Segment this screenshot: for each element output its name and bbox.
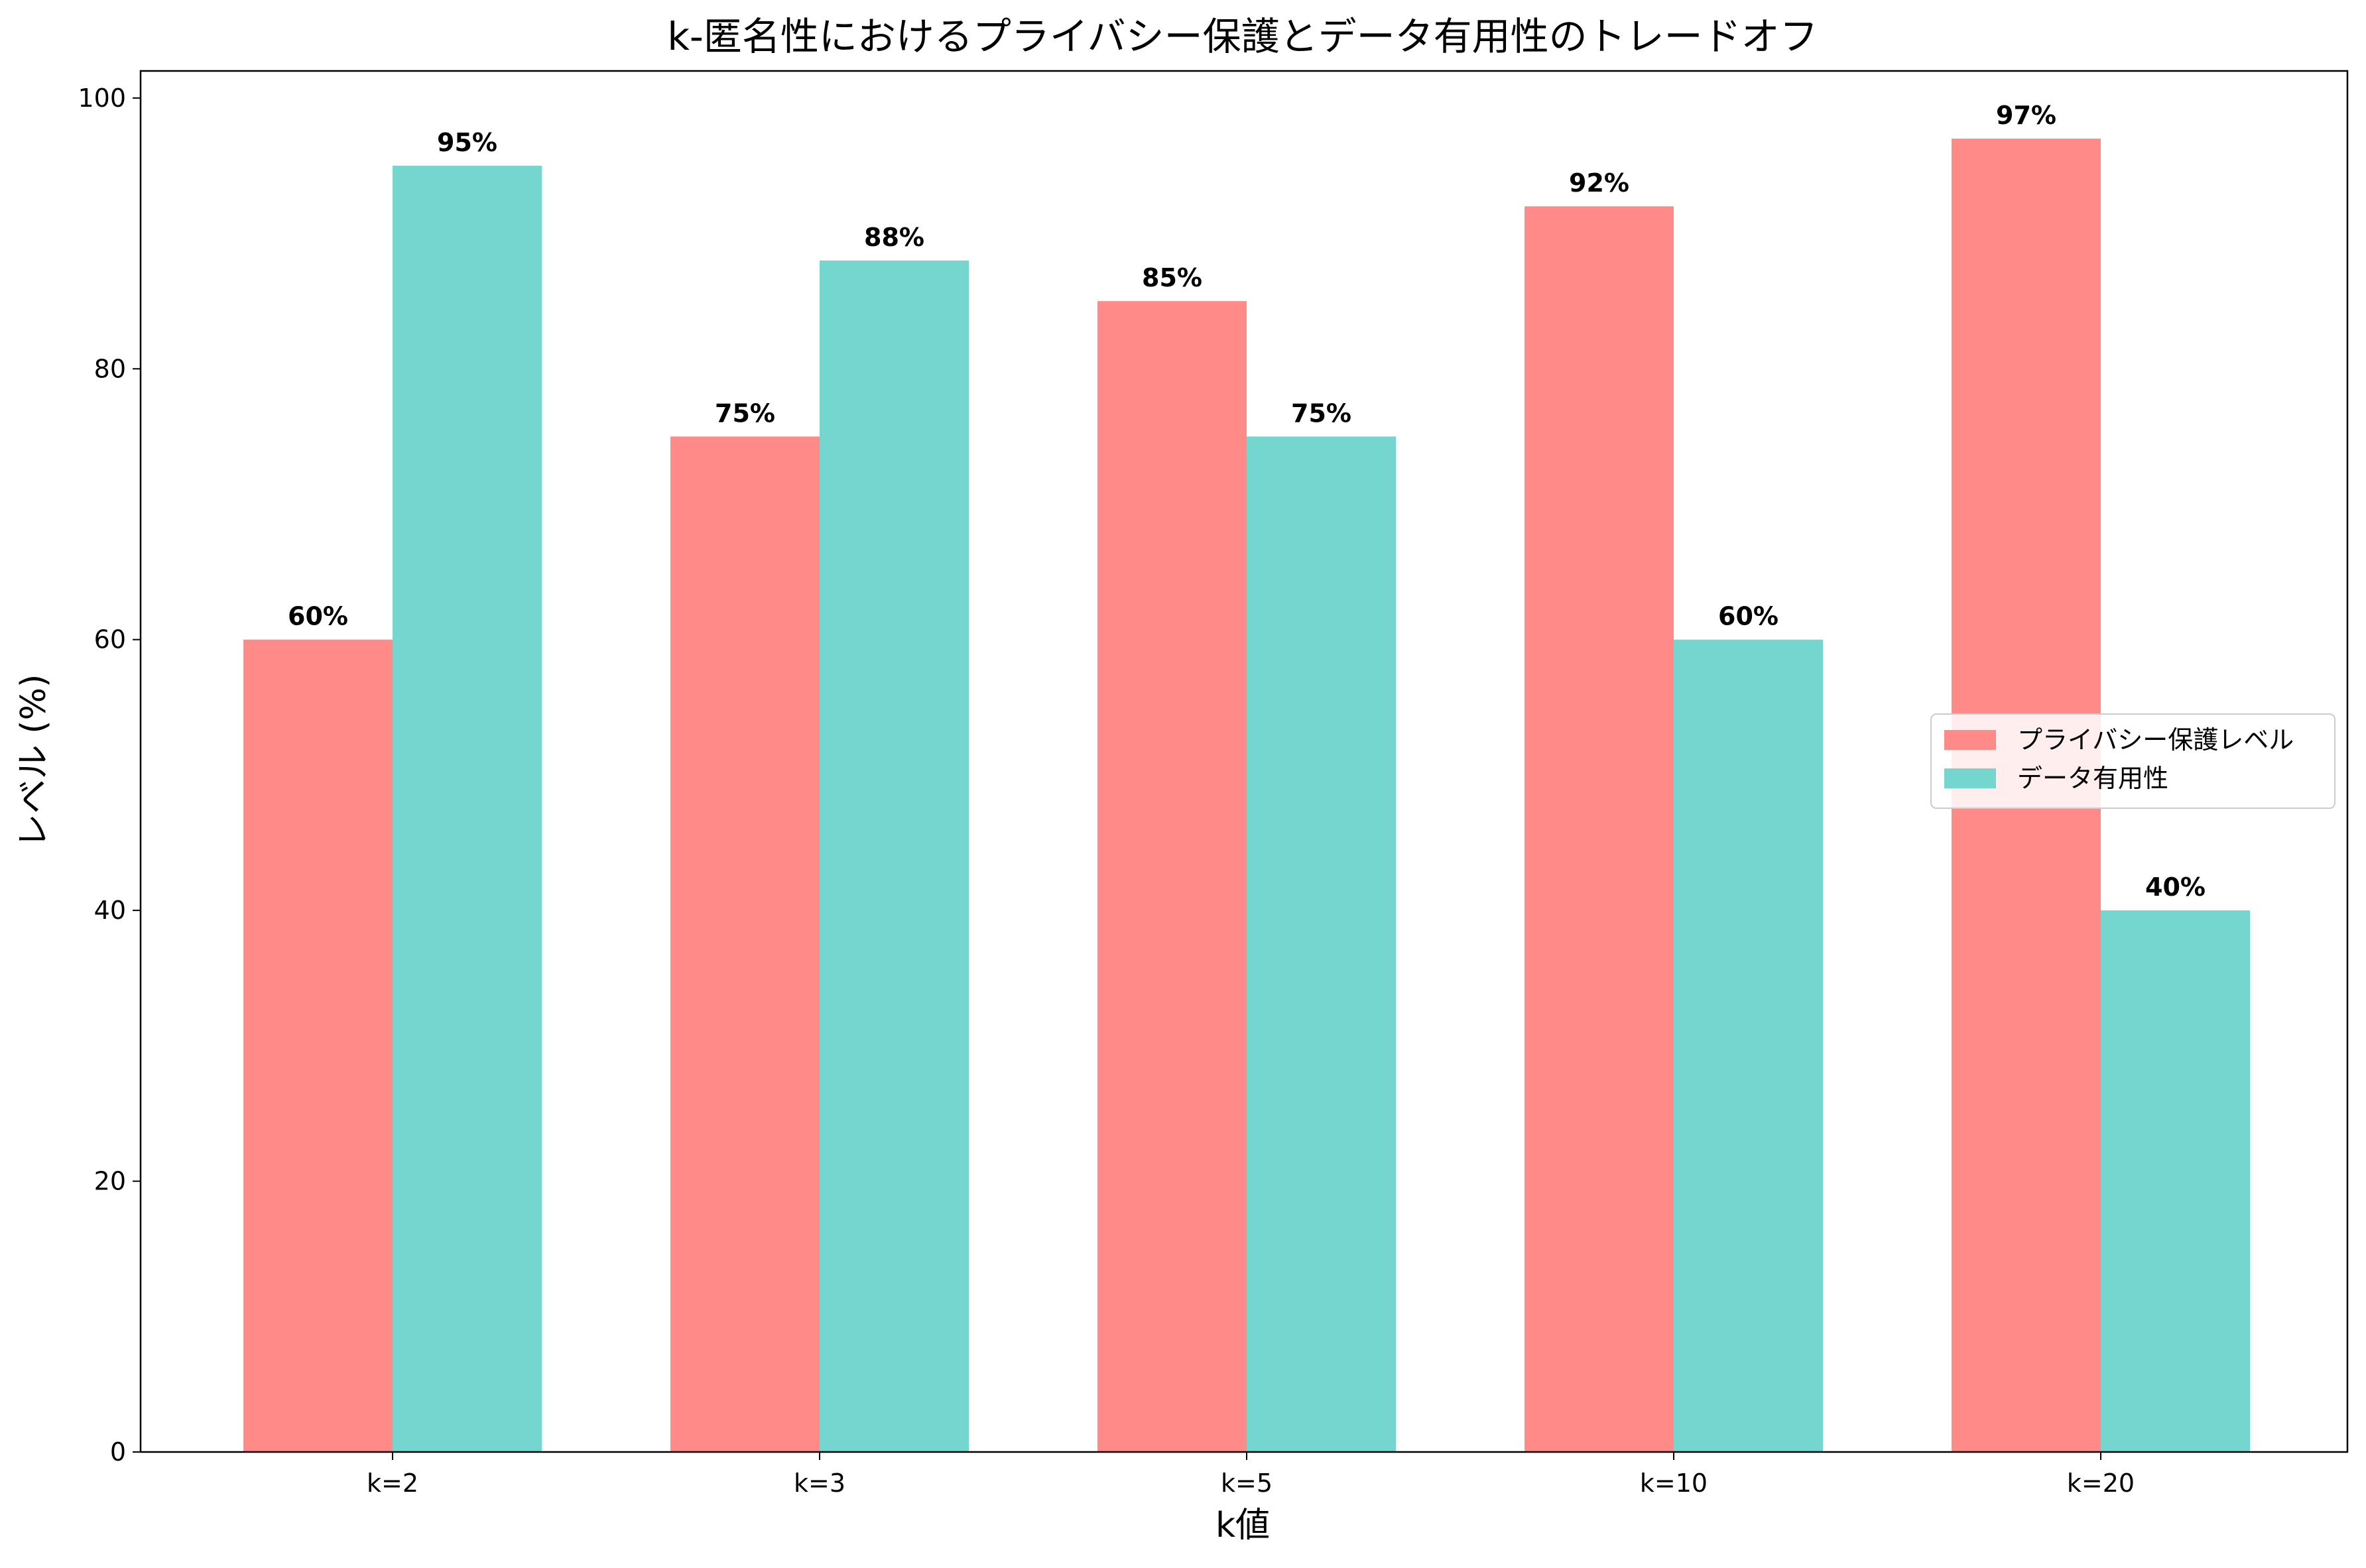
y-tick-label-0: 0 bbox=[110, 1437, 126, 1467]
y-tick-label-3: 60 bbox=[94, 625, 126, 654]
legend-box bbox=[1930, 713, 2335, 809]
chart-title: k-匿名性におけるプライバシー保護とデータ有用性のトレードオフ bbox=[667, 14, 1818, 59]
bar-utility-1 bbox=[820, 260, 969, 1452]
legend-swatch-1 bbox=[1944, 768, 1996, 788]
data-label-utility-2: 75% bbox=[1291, 398, 1351, 428]
bar-utility-3 bbox=[1674, 639, 1823, 1453]
data-label-privacy-4: 97% bbox=[1996, 101, 2056, 130]
bar-privacy-1 bbox=[670, 436, 820, 1452]
y-axis: 0 20 40 60 80 100 bbox=[78, 84, 141, 1467]
legend-label-1: データ有用性 bbox=[2017, 764, 2168, 793]
y-tick-label-2: 40 bbox=[94, 896, 126, 925]
x-axis: k=2 k=3 k=5 k=10 k=20 bbox=[367, 1452, 2135, 1498]
x-tick-label-0: k=2 bbox=[367, 1469, 418, 1498]
x-tick-label-4: k=20 bbox=[2067, 1469, 2135, 1498]
bar-utility-2 bbox=[1247, 436, 1396, 1452]
data-label-privacy-3: 92% bbox=[1569, 168, 1629, 198]
x-tick-label-1: k=3 bbox=[794, 1469, 845, 1498]
y-tick-label-5: 100 bbox=[78, 84, 126, 113]
data-label-utility-1: 88% bbox=[864, 223, 924, 252]
y-tick-label-1: 20 bbox=[94, 1167, 126, 1196]
data-label-privacy-0: 60% bbox=[288, 602, 348, 631]
bar-utility-4 bbox=[2101, 910, 2250, 1452]
data-label-privacy-2: 85% bbox=[1142, 263, 1202, 292]
legend-swatch-0 bbox=[1944, 730, 1996, 750]
y-tick-label-4: 80 bbox=[94, 354, 126, 383]
plot-frame bbox=[139, 70, 2349, 1453]
x-tick-label-2: k=5 bbox=[1221, 1469, 1273, 1498]
bar-privacy-0 bbox=[243, 639, 393, 1453]
data-label-utility-4: 40% bbox=[2145, 873, 2206, 902]
x-axis-label: k値 bbox=[1215, 1506, 1270, 1545]
bar-privacy-3 bbox=[1525, 206, 1674, 1452]
data-label-utility-3: 60% bbox=[1718, 602, 1778, 631]
data-label-privacy-1: 75% bbox=[715, 398, 775, 428]
data-label-utility-0: 95% bbox=[437, 128, 497, 157]
y-axis-label: レベル (%) bbox=[14, 674, 54, 849]
bar-utility-0 bbox=[393, 165, 542, 1453]
x-tick-label-3: k=10 bbox=[1640, 1469, 1708, 1498]
bar-privacy-2 bbox=[1097, 301, 1247, 1453]
legend-label-0: プライバシー保護レベル bbox=[2017, 725, 2294, 754]
